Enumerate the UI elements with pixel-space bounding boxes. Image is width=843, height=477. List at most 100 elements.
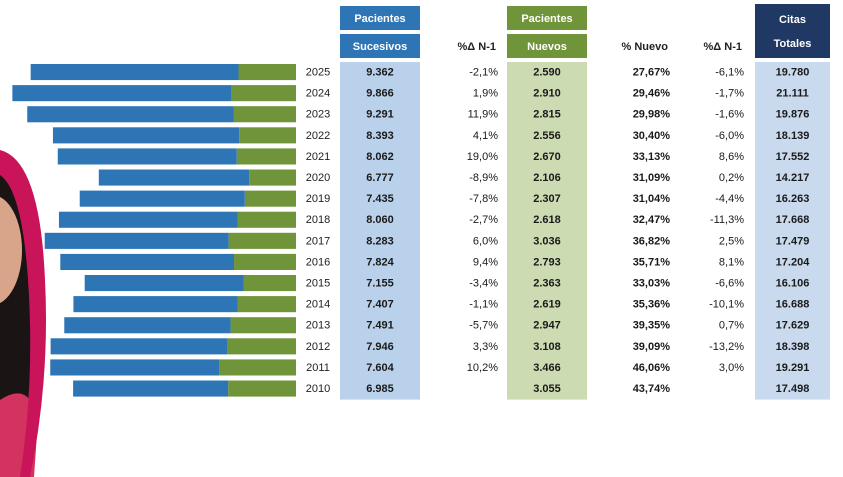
year-label: 2020 <box>306 172 330 184</box>
cell-value: 7.491 <box>366 320 394 332</box>
bar-segment <box>237 296 296 313</box>
cell-value: 7.946 <box>366 341 394 353</box>
cell-value: 29,46% <box>633 88 671 100</box>
bar-segment <box>227 338 296 355</box>
bar-segment <box>237 211 296 228</box>
cell-value: 2.910 <box>533 88 561 100</box>
cell-value: 17.479 <box>776 235 810 247</box>
year-label: 2024 <box>306 88 330 100</box>
year-label: 2018 <box>306 214 330 226</box>
column-bg <box>507 62 587 400</box>
cell-value: 2.590 <box>533 66 561 78</box>
cell-value: 7.824 <box>366 256 394 268</box>
bar-segment <box>228 380 296 397</box>
cell-value: 36,82% <box>633 235 671 247</box>
cell-value: 2.947 <box>533 320 561 332</box>
cell-value: 2.815 <box>533 109 561 121</box>
header-box <box>340 34 420 58</box>
cell-value: 6,0% <box>473 235 498 247</box>
bar-segment <box>79 190 245 207</box>
cell-value: 35,36% <box>633 299 671 311</box>
cell-value: 9,4% <box>473 256 498 268</box>
bar-segment <box>244 190 296 207</box>
cell-value: 7.155 <box>366 277 394 289</box>
cell-value: 2,5% <box>719 235 744 247</box>
cell-value: 16.688 <box>776 299 810 311</box>
cell-value: -13,2% <box>709 341 744 353</box>
cell-value: -5,7% <box>469 320 498 332</box>
cell-value: -4,4% <box>715 193 744 205</box>
cell-value: 8,1% <box>719 256 744 268</box>
cell-value: 9.866 <box>366 88 394 100</box>
cell-value: 27,67% <box>633 66 671 78</box>
cell-value: 18.139 <box>776 130 810 142</box>
cell-value: -1,7% <box>715 88 744 100</box>
cell-value: 21.111 <box>776 88 808 100</box>
cell-value: 8.393 <box>366 130 394 142</box>
cell-value: 9.362 <box>366 66 394 78</box>
column-header: Nuevos <box>527 41 567 53</box>
cell-value: 3,3% <box>473 341 498 353</box>
cell-value: 7.604 <box>366 362 394 374</box>
cell-value: 3,0% <box>719 362 744 374</box>
cell-value: 3.036 <box>533 235 561 247</box>
cell-value: 7.407 <box>366 299 394 311</box>
year-label: 2014 <box>306 299 330 311</box>
cell-value: -3,4% <box>469 277 498 289</box>
cell-value: 32,47% <box>633 214 671 226</box>
cell-value: 2.307 <box>533 193 561 205</box>
cell-value: 4,1% <box>473 130 498 142</box>
cell-value: 2.363 <box>533 277 561 289</box>
column-header: Totales <box>774 38 812 50</box>
cell-value: 33,13% <box>633 151 671 163</box>
cell-value: 2.619 <box>533 299 561 311</box>
bar-segment <box>219 359 296 376</box>
group-header: Pacientes <box>354 13 405 25</box>
column-header: %Δ N-1 <box>458 41 496 53</box>
cell-value: 29,98% <box>633 109 671 121</box>
cell-value: -11,3% <box>710 214 744 226</box>
bar-segment <box>233 253 296 270</box>
cell-value: 2.793 <box>533 256 561 268</box>
bar-segment <box>44 232 229 249</box>
cell-value: 2.670 <box>533 151 561 163</box>
bar-segment <box>230 317 296 334</box>
cell-value: 6.985 <box>366 383 394 395</box>
cell-value: 3.055 <box>533 383 561 395</box>
cell-value: 17.668 <box>776 214 810 226</box>
cell-value: 35,71% <box>633 256 671 268</box>
photo <box>0 150 46 477</box>
cell-value: 31,04% <box>633 193 671 205</box>
header-box <box>340 6 420 30</box>
bar-segment <box>233 106 296 123</box>
cell-value: 2.106 <box>533 172 561 184</box>
bar-segment <box>231 85 296 102</box>
cell-value: 31,09% <box>633 172 671 184</box>
year-label: 2011 <box>306 362 330 374</box>
cell-value: 19.876 <box>776 109 810 121</box>
bar-segment <box>73 296 238 313</box>
year-label: 2012 <box>306 341 330 353</box>
bar-segment <box>84 275 244 292</box>
group-header: Pacientes <box>521 13 572 25</box>
cell-value: 16.106 <box>776 277 810 289</box>
cell-value: 7.435 <box>366 193 394 205</box>
bar-segment <box>50 359 220 376</box>
cell-value: 2.556 <box>533 130 561 142</box>
cell-value: 8,6% <box>719 151 744 163</box>
cell-value: 17.204 <box>776 256 811 268</box>
bar-segment <box>12 85 232 102</box>
bar-segment <box>236 148 296 165</box>
cell-value: 11,9% <box>468 109 499 121</box>
year-label: 2010 <box>306 383 330 395</box>
header-box <box>507 6 587 30</box>
cell-value: -6,1% <box>715 66 744 78</box>
cell-value: -1,6% <box>715 109 744 121</box>
column-header: % Nuevo <box>622 41 669 53</box>
cell-value: 10,2% <box>467 362 498 374</box>
bar-segment <box>57 148 237 165</box>
year-label: 2022 <box>306 130 330 142</box>
column-header: Sucesivos <box>353 41 407 53</box>
cell-value: 3.108 <box>533 341 561 353</box>
